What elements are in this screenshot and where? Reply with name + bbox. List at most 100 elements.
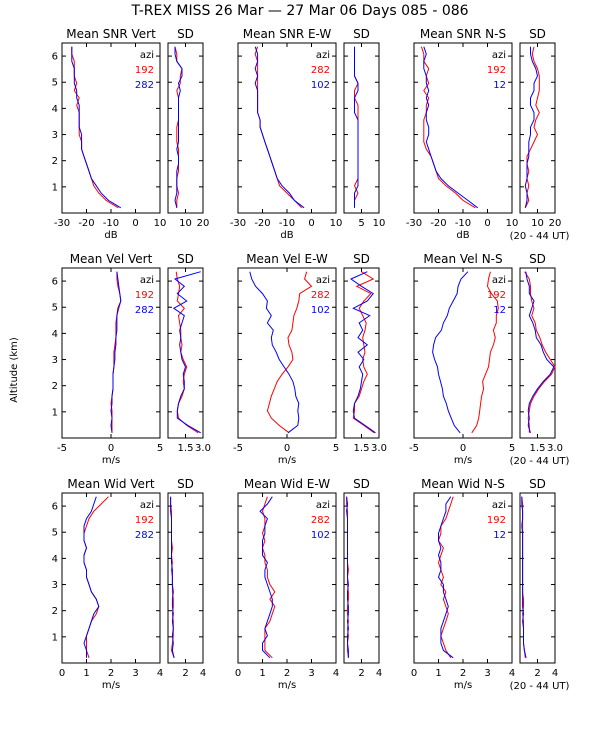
panel-wid-6: SD 2 4	[519, 477, 558, 679]
series-blue	[437, 496, 454, 659]
legend-header: azi	[316, 50, 330, 61]
series-red	[254, 46, 303, 209]
y-tick-label: 2	[52, 381, 58, 392]
x-tick-label: 1	[259, 668, 265, 679]
x-tick-label: -20	[254, 218, 270, 229]
panel-vel-6: SD 1.5 3.0	[519, 252, 563, 454]
x-tick-label: 20	[549, 218, 562, 229]
x-tick-label: 2	[284, 668, 290, 679]
x-tick-label: 20	[197, 218, 210, 229]
y-tick-label: 5	[52, 78, 58, 89]
legend-red: 192	[135, 65, 154, 76]
series-blue	[174, 46, 183, 208]
legend-red: 192	[487, 515, 506, 526]
panel-title: Mean SNR Vert	[66, 27, 156, 41]
x-tick-label: -30	[406, 218, 422, 229]
legend-red: 192	[135, 290, 154, 301]
x-tick-label: -30	[230, 218, 246, 229]
panel-title: SD	[529, 27, 546, 41]
panel-title: SD	[177, 477, 194, 491]
legend-red: 282	[311, 290, 330, 301]
panel-title: SD	[353, 27, 370, 41]
panel-title: Mean Vel E-W	[246, 252, 328, 266]
x-tick-label: 1.5	[530, 443, 546, 454]
legend-blue: 12	[493, 80, 506, 91]
series-blue	[249, 271, 300, 434]
y-tick-label: 1	[52, 182, 58, 193]
time-range-note: (20 - 44 UT)	[510, 681, 570, 692]
legend-blue: 102	[311, 305, 330, 316]
series-red	[420, 46, 476, 209]
y-tick-label: 4	[52, 329, 58, 340]
panel-title: Mean Wid N-S	[421, 477, 505, 491]
y-tick-label: 5	[52, 528, 58, 539]
series-blue	[521, 496, 527, 658]
x-tick-label: 4	[376, 668, 382, 679]
panel-frame	[519, 492, 556, 664]
series-blue	[346, 496, 349, 658]
panel-frame	[167, 267, 204, 439]
x-axis-label: dB	[456, 230, 469, 241]
y-tick-label: 6	[52, 502, 58, 513]
panel-snr-1: Mean SNR Vert -30 -20 -10 0 10 dB azi 192 282	[54, 27, 167, 241]
x-tick-label: 0	[460, 443, 466, 454]
x-tick-label: 10	[154, 218, 167, 229]
series-blue	[524, 46, 539, 208]
series-blue	[354, 46, 359, 208]
x-tick-label: 10	[373, 218, 386, 229]
legend-header: azi	[140, 275, 154, 286]
x-tick-label: 4	[157, 668, 163, 679]
series-red	[266, 271, 313, 434]
series-blue	[259, 496, 273, 659]
x-tick-label: -10	[455, 218, 471, 229]
x-tick-label: 3	[308, 668, 314, 679]
panel-frame	[343, 492, 380, 664]
y-tick-label: 1	[52, 632, 58, 643]
x-tick-label: 0	[132, 218, 138, 229]
panel-frame	[343, 42, 380, 214]
y-tick-label: 6	[52, 52, 58, 63]
legend-blue: 282	[135, 530, 154, 541]
panel-title: SD	[353, 477, 370, 491]
legend-header: azi	[492, 275, 506, 286]
y-tick-label: 4	[52, 554, 58, 565]
legend-red: 192	[487, 65, 506, 76]
legend-blue: 102	[311, 80, 330, 91]
x-tick-label: 3.0	[195, 443, 211, 454]
legend-blue: 12	[493, 530, 506, 541]
panel-title: SD	[529, 477, 546, 491]
panel-wid-2: SD 2 4	[167, 477, 206, 679]
x-tick-label: 1	[435, 668, 441, 679]
x-axis-label: m/s	[454, 680, 472, 691]
x-tick-label: 0	[108, 443, 114, 454]
legend-header: azi	[492, 50, 506, 61]
x-tick-label: 1.5	[354, 443, 370, 454]
panel-wid-1: Mean Wid Vert 0 1 2 3 4 m/s azi 192 282	[59, 477, 163, 691]
series-blue	[525, 271, 555, 433]
x-tick-label: 5	[358, 218, 364, 229]
x-tick-label: 0	[308, 218, 314, 229]
x-tick-label: 5	[509, 443, 515, 454]
x-tick-label: 3	[484, 668, 490, 679]
series-blue	[432, 271, 469, 434]
legend-blue: 282	[135, 80, 154, 91]
panel-frame	[519, 267, 556, 439]
y-tick-label: 3	[52, 355, 58, 366]
x-axis-label: m/s	[454, 455, 472, 466]
x-tick-label: 0	[284, 443, 290, 454]
series-red	[471, 271, 499, 434]
panel-snr-6: SD 10 20	[519, 27, 562, 229]
legend-blue: 102	[311, 530, 330, 541]
panel-title: SD	[529, 252, 546, 266]
panel-wid-3: Mean Wid E-W 0 1 2 3 4 m/s azi 282 102	[235, 477, 339, 691]
x-tick-label: -5	[57, 443, 67, 454]
panel-wid-4: SD 2 4	[343, 477, 382, 679]
x-tick-label: 4	[552, 668, 558, 679]
legend-blue: 12	[493, 305, 506, 316]
x-tick-label: 2	[182, 668, 188, 679]
y-axis-label: Altitude (km)	[9, 337, 20, 403]
panel-title: SD	[177, 252, 194, 266]
panel-title: Mean SNR N-S	[420, 27, 506, 41]
y-tick-label: 2	[52, 156, 58, 167]
